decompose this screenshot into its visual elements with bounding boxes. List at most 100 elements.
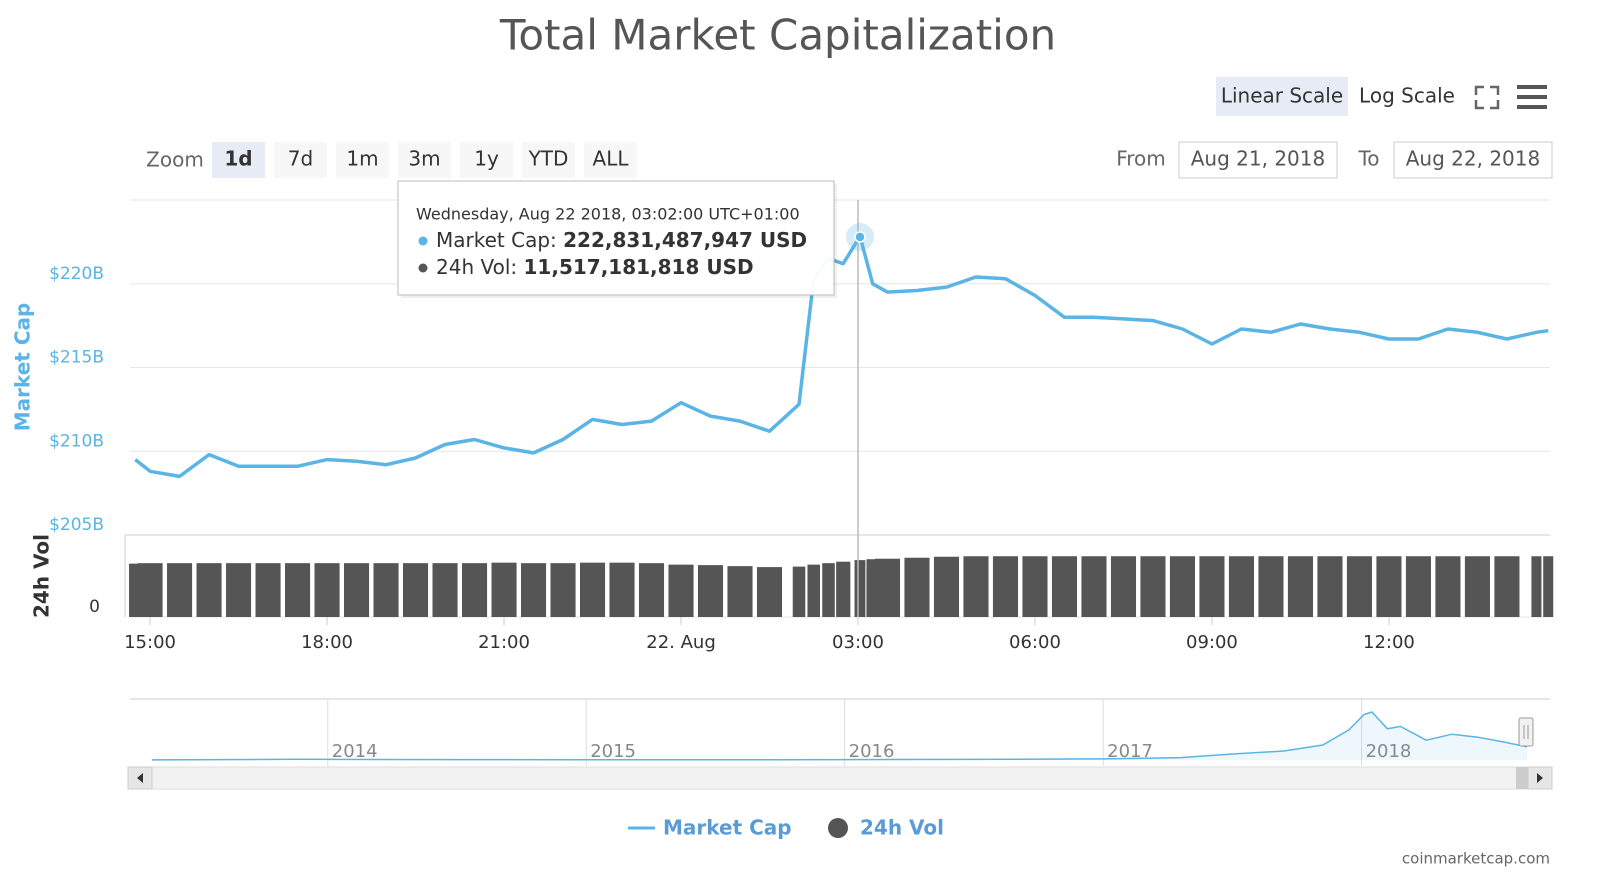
zoom-button-label[interactable]: 1m: [346, 147, 378, 171]
to-date[interactable]: Aug 22, 2018: [1406, 147, 1540, 171]
volume-bar: [1405, 556, 1431, 617]
volume-bar: [1051, 556, 1078, 617]
tooltip: Wednesday, Aug 22 2018, 03:02:00 UTC+01:…: [397, 180, 837, 298]
tooltip-dot: [418, 236, 428, 246]
tooltip-label: 24h Vol:: [436, 255, 517, 279]
credit: coinmarketcap.com: [1402, 850, 1550, 868]
zoom-button[interactable]: [274, 142, 327, 178]
zoom-button[interactable]: [398, 142, 451, 178]
volume-bar: [874, 558, 901, 617]
zoom-button-label[interactable]: YTD: [528, 147, 569, 171]
log-scale-label[interactable]: Log Scale: [1359, 84, 1455, 108]
x-tick-label: 18:00: [301, 632, 353, 653]
tooltip-value: 11,517,181,818 USD: [524, 255, 754, 279]
tooltip-dot: [418, 263, 428, 273]
zoom-button-label[interactable]: 1d: [224, 147, 252, 171]
y2-axis-title: 24h Vol: [30, 534, 54, 618]
tooltip-header: Wednesday, Aug 22 2018, 03:02:00 UTC+01:…: [416, 205, 800, 224]
y-tick-label: $205B: [49, 515, 104, 535]
volume-bar: [933, 556, 960, 617]
navigator-tick-label: 2014: [332, 741, 378, 762]
volume-bar: [1317, 556, 1343, 617]
market-cap-line: [134, 234, 1549, 479]
chart-title: Total Market Capitalization: [499, 11, 1056, 60]
zoom-button[interactable]: [212, 142, 265, 178]
from-input[interactable]: [1178, 141, 1338, 179]
tooltip-label: Market Cap:: [436, 228, 557, 252]
navigator-line: [151, 711, 1528, 761]
volume-bar: [854, 560, 866, 617]
navigator-tick-label: 2016: [849, 741, 895, 762]
hover-point: [854, 231, 866, 243]
volume-bar: [1494, 556, 1520, 617]
to-label: To: [1357, 147, 1379, 171]
navigator-area: [152, 712, 1527, 760]
volume-bar: [285, 563, 311, 617]
x-tick-label: 06:00: [1009, 632, 1061, 653]
zoom-button[interactable]: [460, 142, 513, 178]
volume-bar: [792, 566, 806, 617]
scrollbar-thumb[interactable]: [1516, 767, 1528, 789]
zoom-button-label[interactable]: 3m: [408, 147, 440, 171]
volume-bar: [1543, 556, 1554, 617]
volume-bar: [1081, 556, 1107, 617]
volume-bar: [1531, 556, 1542, 617]
volume-bar: [520, 563, 547, 617]
zoom-button-label[interactable]: ALL: [593, 147, 630, 171]
navigator-handle[interactable]: [1518, 717, 1534, 747]
tooltip-box: [397, 180, 835, 296]
navigator-tick-label: 2017: [1107, 741, 1153, 762]
zoom-button[interactable]: [584, 142, 637, 178]
x-tick-label: 12:00: [1363, 632, 1415, 653]
y-tick-label: $220B: [49, 264, 104, 284]
from-label: From: [1116, 147, 1166, 171]
volume-bar: [1110, 556, 1137, 617]
legend-label[interactable]: Market Cap: [663, 816, 792, 840]
volume-bar: [432, 563, 458, 617]
volume-bar: [1287, 556, 1313, 617]
x-tick-label: 09:00: [1186, 632, 1238, 653]
volume-bar: [1199, 556, 1225, 617]
tooltip-value: 222,831,487,947 USD: [563, 228, 807, 252]
volume-bar: [836, 561, 851, 617]
scrollbar-right-arrow: [1537, 773, 1543, 783]
grid: $205B $210B $215B $220B 0 15:00 18:00 21:00 22. …: [49, 264, 1550, 653]
marks: [129, 234, 1554, 617]
volume-bar: [1258, 556, 1284, 617]
y-tick-label: $215B: [49, 348, 104, 368]
menu-icon[interactable]: [1517, 85, 1547, 109]
volume-bar: [638, 563, 665, 617]
x-tick-label: 03:00: [832, 632, 884, 653]
volume-bar: [1464, 556, 1490, 617]
to-input[interactable]: [1393, 141, 1553, 179]
zoom-button[interactable]: [336, 142, 389, 178]
volume-bar: [461, 563, 488, 617]
zoom-button[interactable]: [522, 142, 575, 178]
volume-bar: [226, 563, 252, 617]
linear-scale-button[interactable]: [1216, 77, 1348, 116]
volume-bar: [668, 564, 694, 617]
volume-bar: [1169, 556, 1195, 617]
zoom-button-label[interactable]: 1y: [474, 147, 499, 171]
zoom-label: Zoom: [146, 148, 204, 172]
volume-bar: [344, 563, 370, 617]
y-tick-label: $210B: [49, 431, 104, 451]
from-date[interactable]: Aug 21, 2018: [1191, 147, 1325, 171]
volume-bar: [992, 556, 1019, 617]
linear-scale-label[interactable]: Linear Scale: [1221, 84, 1343, 108]
scrollbar-track[interactable]: [127, 766, 1553, 790]
fullscreen-icon[interactable]: [1474, 85, 1500, 110]
volume-bar: [609, 562, 635, 617]
x-tick-label: 22. Aug: [646, 632, 716, 653]
zoom-buttons: 1d 7d 1m 3m 1y YTD ALL: [212, 142, 637, 178]
legend-label[interactable]: 24h Vol: [860, 816, 944, 840]
volume-bar: [1376, 556, 1402, 617]
volume-bar: [255, 563, 281, 617]
navigator-tick-label: 2018: [1366, 741, 1412, 762]
navigator: 2014 2015 2016 2017 2018: [151, 699, 1528, 766]
volume-bar: [314, 563, 340, 617]
zoom-button-label[interactable]: 7d: [288, 147, 313, 171]
